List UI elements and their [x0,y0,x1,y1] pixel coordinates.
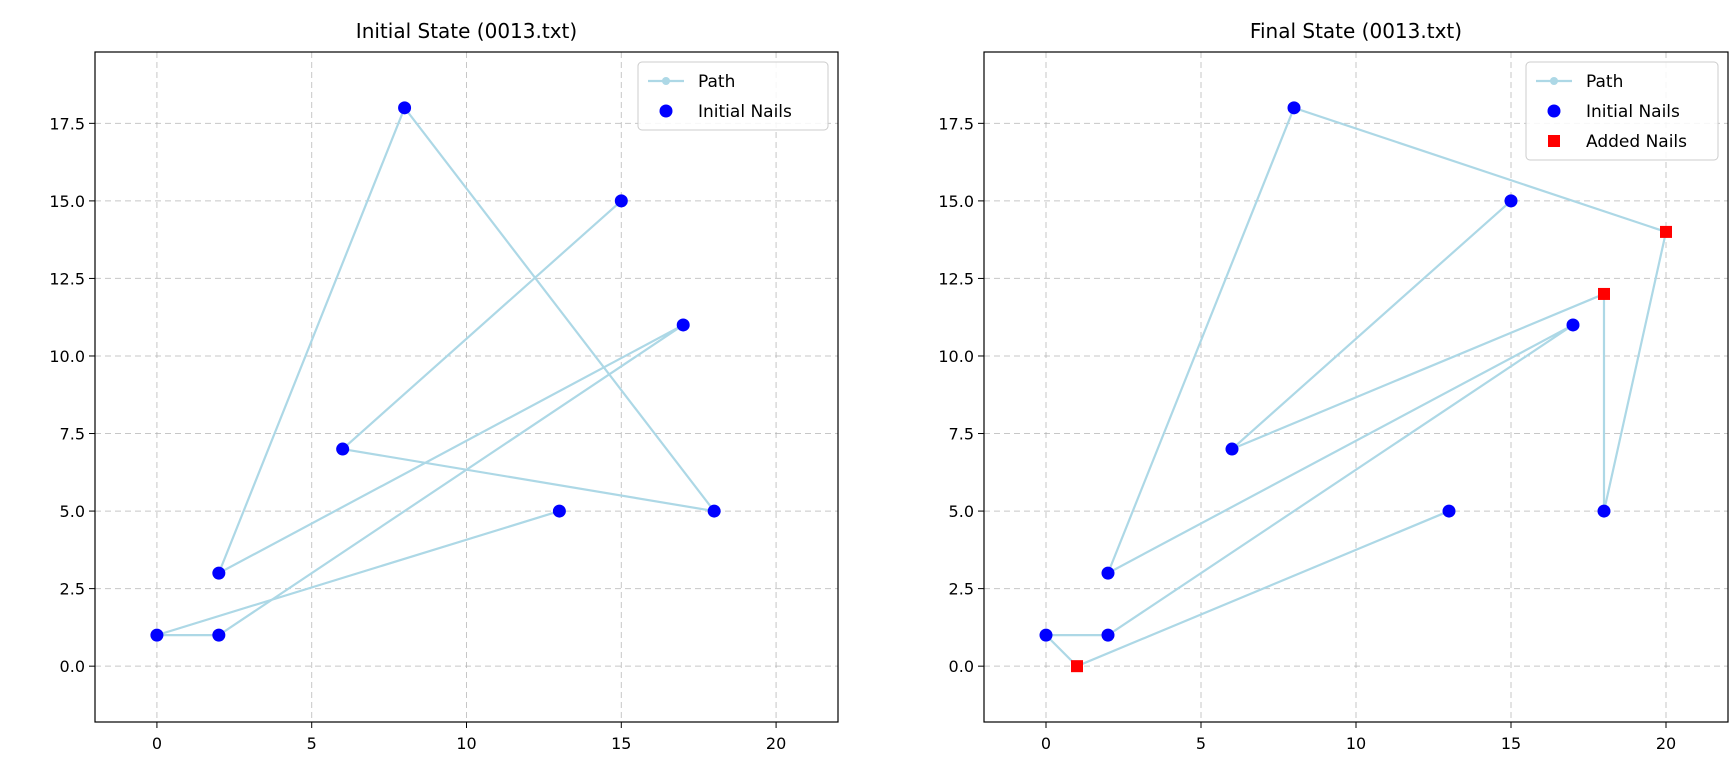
legend-box [637,61,829,131]
legend-circle-swatch [659,104,673,118]
y-tick-label: 15.0 [938,192,974,211]
axes-frame [983,51,1729,723]
legend-label: Path [698,72,735,92]
initial-nail-marker [212,628,226,642]
axes-frame [94,51,839,723]
initial-nail-marker [336,442,350,456]
y-tick-label: 12.5 [938,269,974,288]
x-tick-label: 5 [307,734,317,753]
legend-label: Initial Nails [698,102,792,122]
y-tick-label: 2.5 [60,580,85,599]
initial-nail-marker [398,101,412,115]
y-tick-label: 15.0 [49,192,85,211]
legend-label: Path [1586,72,1623,92]
path-line [1043,106,1668,668]
legend-circle-swatch [1547,104,1561,118]
initial-nail-marker [676,318,690,332]
subplot-1: 0 5 10 15 20 0.0 2.5 5.0 7.5 10.0 12.5 15.0 17.5 Init… [49,19,839,753]
initial-nail-marker [1442,504,1456,518]
y-tick-label: 12.5 [49,269,85,288]
y-tick-label: 10.0 [49,347,85,366]
legend-line-marker [1550,77,1558,85]
y-tick-label: 10.0 [938,347,974,366]
y-tick-label: 0.0 [949,657,974,676]
initial-nail-marker [1225,442,1239,456]
x-tick-label: 0 [1041,734,1051,753]
chart-title: Initial State (0013.txt) [356,19,577,43]
y-tick-label: 5.0 [60,502,85,521]
x-tick-label: 20 [1656,734,1676,753]
y-tick-label: 7.5 [60,425,85,444]
x-tick-label: 10 [456,734,476,753]
y-tick-label: 7.5 [949,425,974,444]
added-nail-marker [1660,225,1672,238]
initial-nail-marker [1504,194,1518,208]
subplot-2: 0 5 10 15 20 0.0 2.5 5.0 7.5 10.0 12.5 15.0 17.5 Fina… [938,19,1729,753]
y-tick-label: 2.5 [949,580,974,599]
initial-nail-marker [1287,101,1301,115]
added-nail-marker [1598,287,1610,300]
initial-nail-marker [707,504,721,518]
x-tick-label: 15 [1501,734,1521,753]
initial-nail-marker [1039,628,1053,642]
x-tick-label: 0 [152,734,162,753]
y-tick-label: 17.5 [938,114,974,133]
initial-nail-marker [150,628,164,642]
path-line-segment [156,510,560,637]
x-tick-label: 15 [611,734,631,753]
y-tick-label: 17.5 [49,114,85,133]
initial-nail-marker [614,194,628,208]
path-line [156,105,717,637]
x-tick-label: 10 [1346,734,1366,753]
y-tick-label: 5.0 [949,502,974,521]
added-nail-marker [1071,660,1083,673]
legend-box [1525,61,1719,161]
legend-label: Initial Nails [1586,102,1680,122]
x-tick-label: 20 [766,734,786,753]
initial-nail-marker [212,566,226,580]
legend-line-marker [662,77,670,85]
legend-square-swatch [1548,135,1560,147]
legend-label: Added Nails [1586,132,1687,152]
y-tick-label: 0.0 [60,657,85,676]
x-tick-label: 5 [1196,734,1206,753]
chart-title: Final State (0013.txt) [1250,19,1462,43]
initial-nail-marker [1597,504,1611,518]
initial-nail-marker [1101,628,1115,642]
initial-nail-marker [1101,566,1115,580]
initial-nail-marker [1566,318,1580,332]
legend: Path Initial Nails [637,61,829,131]
initial-nail-marker [552,504,566,518]
legend: Path Initial Nails Added Nails [1525,61,1719,161]
